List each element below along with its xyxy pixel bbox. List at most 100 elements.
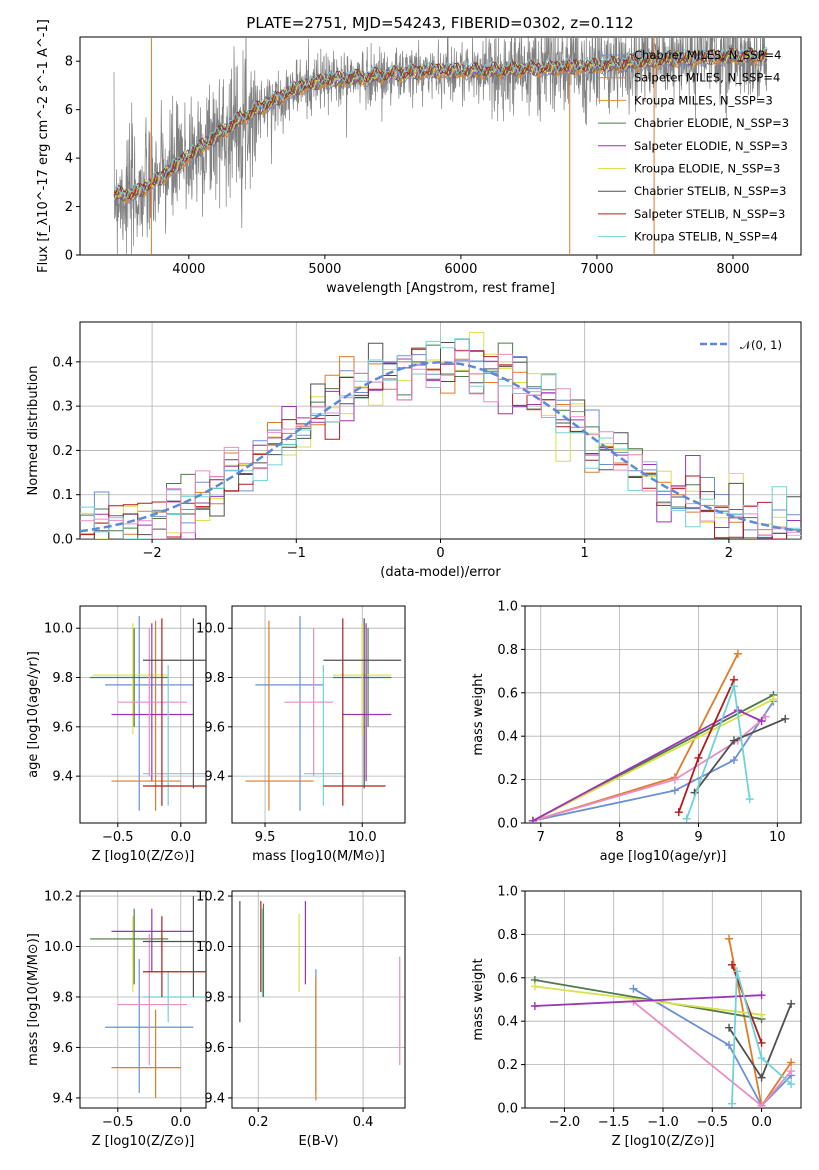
x-tick-label: 0.0 xyxy=(751,1115,772,1130)
mass-weight-point-marker xyxy=(757,991,766,1000)
x-axis-label: mass [log10(M/M⊙)] xyxy=(252,849,385,864)
mass-weight-point-marker xyxy=(670,775,679,784)
mass-vs-Z-plot-area xyxy=(90,896,206,1098)
y-tick-label: 10.2 xyxy=(196,890,225,905)
legend-label: Kroupa STELIB, N_SSP=4 xyxy=(634,230,778,244)
x-axis-label: Z [log10(Z/Z⊙)] xyxy=(92,1134,195,1149)
x-tick-label: 0.0 xyxy=(170,1115,191,1130)
x-tick-label: 2 xyxy=(725,546,733,561)
y-axis-label: Flux [f_λ10^-17 erg cm^-2 s^-1 A^-1] xyxy=(36,19,51,273)
y-tick-label: 0.8 xyxy=(497,928,518,943)
y-tick-label: 9.8 xyxy=(204,671,225,686)
legend-label: Kroupa ELODIE, N_SSP=3 xyxy=(634,162,780,176)
spectrum-plot-area xyxy=(113,37,768,255)
legend-label: Chabrier MILES, N_SSP=4 xyxy=(634,48,781,62)
mass-weight-point-marker xyxy=(757,1101,766,1108)
mass-weight-point-marker xyxy=(682,814,691,823)
model-spectrum-line xyxy=(113,46,768,200)
model-spectrum-line xyxy=(113,47,768,200)
x-tick-label: −0.5 xyxy=(696,1115,728,1130)
x-tick-label: 0.0 xyxy=(170,830,191,845)
x-axis-label: Z [log10(Z/Z⊙)] xyxy=(612,1134,715,1149)
mass-weight-point-marker xyxy=(729,756,738,765)
mass-weight-point-marker xyxy=(733,649,742,658)
y-tick-label: 6 xyxy=(65,103,73,118)
x-tick-label: −2.0 xyxy=(549,1115,581,1130)
y-tick-label: 8 xyxy=(65,55,73,70)
mass-weight-vs-Z-plot-area xyxy=(530,934,796,1108)
x-axis-label: E(B-V) xyxy=(298,1134,338,1149)
y-axis-label: age [log10(age/yr)] xyxy=(26,651,41,778)
mass-weight-point-marker xyxy=(781,714,790,723)
y-tick-label: 0.6 xyxy=(497,686,518,701)
mass-weight-series-line xyxy=(677,679,735,813)
spectrum-axes: 4000 5000 6000 7000 8000 0 2 4 6 8 wavelength [Ang… xyxy=(36,19,802,296)
mass-weight-series-line xyxy=(534,979,762,1020)
y-tick-label: 0.4 xyxy=(497,1015,518,1030)
x-tick-label: 5000 xyxy=(308,262,341,277)
x-tick-label: 9.5 xyxy=(255,830,276,845)
legend-label: Kroupa MILES, N_SSP=3 xyxy=(634,93,773,107)
legend-label: 𝒩(0, 1) xyxy=(740,338,782,352)
mass-weight-point-marker xyxy=(728,1099,736,1108)
residual-histogram-steps xyxy=(80,338,801,539)
x-tick-label: 0.2 xyxy=(248,1115,269,1130)
age-vs-Z-plot-area xyxy=(90,615,206,811)
mass-weight-point-marker xyxy=(670,786,679,795)
y-tick-label: 10.0 xyxy=(196,622,225,637)
mass-weight-point-marker xyxy=(725,1041,734,1050)
y-tick-label: 9.6 xyxy=(52,720,73,735)
x-tick-label: 8000 xyxy=(716,262,749,277)
y-tick-label: 9.4 xyxy=(52,770,73,785)
x-tick-label: −1.0 xyxy=(647,1115,679,1130)
histogram-legend: 𝒩(0, 1) xyxy=(700,338,782,352)
mass-vs-ebv-plot-area xyxy=(239,901,401,1101)
mass-weight-point-marker xyxy=(761,712,770,721)
x-tick-label: −0.5 xyxy=(102,830,134,845)
mass-weight-point-marker xyxy=(725,1023,734,1032)
y-tick-label: 0.4 xyxy=(52,355,73,370)
age-vs-mass-axes: 9.5 10.0 9.4 9.6 9.8 10.0 mass [log10(M/M⊙)] xyxy=(196,605,406,864)
y-tick-label: 9.8 xyxy=(204,990,225,1005)
residual-histogram-frame xyxy=(79,321,802,540)
legend-label: Salpeter STELIB, N_SSP=3 xyxy=(634,207,785,221)
mass-weight-point-marker xyxy=(725,934,734,943)
y-tick-label: 10.0 xyxy=(196,940,225,955)
mass-weight-point-marker xyxy=(757,1038,766,1047)
mass-weight-point-marker xyxy=(787,999,796,1008)
age-vs-mass-frame xyxy=(231,605,406,824)
age-vs-mass-plot-area xyxy=(245,615,402,811)
legend-label: Salpeter ELODIE, N_SSP=3 xyxy=(634,139,788,153)
y-axis-label: mass weight xyxy=(471,958,486,1040)
mass-weight-point-marker xyxy=(745,795,754,804)
age-vs-Z-axes: −0.5 0.0 9.4 9.6 9.8 10.0 Z [log10(Z/Z⊙)] age [… xyxy=(26,605,207,864)
y-tick-label: 9.6 xyxy=(204,1041,225,1056)
x-axis-label: wavelength [Angstrom, rest frame] xyxy=(326,281,555,296)
x-axis-label: (data-model)/error xyxy=(380,565,501,580)
x-tick-label: −1.5 xyxy=(598,1115,630,1130)
residual-histogram-plot-area xyxy=(80,331,801,539)
y-tick-label: 9.6 xyxy=(204,720,225,735)
observed-spectrum-line xyxy=(113,37,768,255)
mass-weight-series-line xyxy=(532,698,774,822)
x-tick-label: 10 xyxy=(769,830,786,845)
mass-weight-series-line xyxy=(532,700,775,822)
mass-weight-series-line xyxy=(532,716,767,822)
y-tick-label: 9.4 xyxy=(52,1091,73,1106)
mass-weight-point-marker xyxy=(757,1010,766,1019)
y-tick-label: 0.0 xyxy=(497,1102,518,1117)
mass-weight-point-marker xyxy=(729,682,738,691)
x-tick-label: 1 xyxy=(581,546,589,561)
mass-weight-vs-age-plot-area xyxy=(528,649,790,823)
x-axis-label: age [log10(age/yr)] xyxy=(600,849,727,864)
mass-weight-point-marker xyxy=(787,1058,796,1067)
normal-distribution-curve xyxy=(80,361,801,533)
y-tick-label: 0.0 xyxy=(52,533,73,548)
spectrum-frame xyxy=(79,36,802,256)
mass-weight-series-line xyxy=(731,971,792,1104)
y-tick-label: 1.0 xyxy=(497,600,518,615)
y-tick-label: 0 xyxy=(65,249,73,264)
y-tick-label: 0.0 xyxy=(497,817,518,832)
residual-histogram-steps xyxy=(80,350,801,539)
mass-weight-point-marker xyxy=(530,982,539,991)
